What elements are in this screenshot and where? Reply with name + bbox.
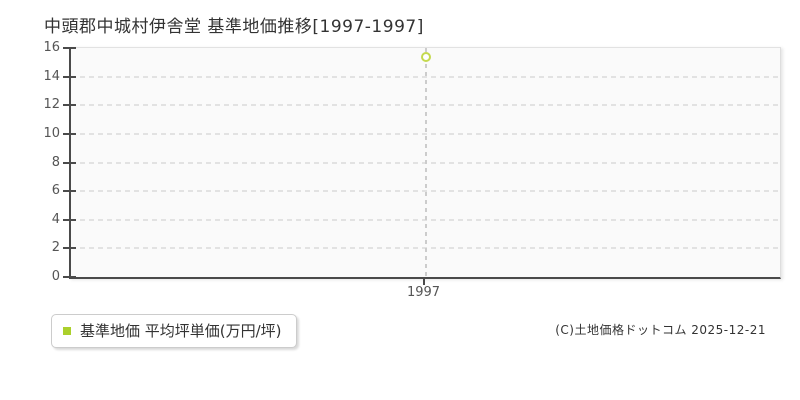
y-axis-tick-label: 16 xyxy=(43,40,60,55)
y-axis-tick-label: 2 xyxy=(51,240,60,256)
y-axis-tick xyxy=(63,190,76,193)
y-axis-tick-label: 8 xyxy=(51,154,60,170)
y-axis-tick-label: 10 xyxy=(43,125,60,141)
y-axis-tick-label: 14 xyxy=(43,68,60,84)
y-axis-tick-label: 0 xyxy=(51,269,60,284)
y-axis-tick xyxy=(63,247,76,250)
y-axis-tick xyxy=(63,104,76,107)
plot-area xyxy=(69,47,781,279)
legend: 基準地価 平均坪単価(万円/坪) xyxy=(51,314,297,348)
y-axis-tick xyxy=(63,75,76,78)
x-axis-tick-label: 1997 xyxy=(406,285,441,300)
y-axis-tick xyxy=(63,132,76,135)
legend-label: 基準地価 平均坪単価(万円/坪) xyxy=(80,322,282,340)
x-axis-tick xyxy=(422,279,425,285)
legend-square-bullet-icon xyxy=(63,326,71,335)
data-point-marker xyxy=(420,51,431,62)
y-axis-tick xyxy=(63,276,76,278)
x-axis-labels: 1997 xyxy=(69,279,781,303)
y-axis-tick xyxy=(63,218,76,221)
y-axis-labels: 0 2 4 6 8 10 12 14 16 xyxy=(0,40,60,284)
y-axis-tick xyxy=(63,161,76,164)
y-axis-tick xyxy=(63,47,76,49)
y-axis-tick-label: 4 xyxy=(51,211,60,227)
copyright-text: (C)土地価格ドットコム 2025-12-21 xyxy=(555,323,766,337)
chart-title: 中頭郡中城村伊舎堂 基準地価推移[1997-1997] xyxy=(44,17,424,37)
y-axis-tick-label: 6 xyxy=(51,183,60,199)
x-guide-line xyxy=(424,48,427,277)
y-axis-tick-label: 12 xyxy=(43,97,60,113)
